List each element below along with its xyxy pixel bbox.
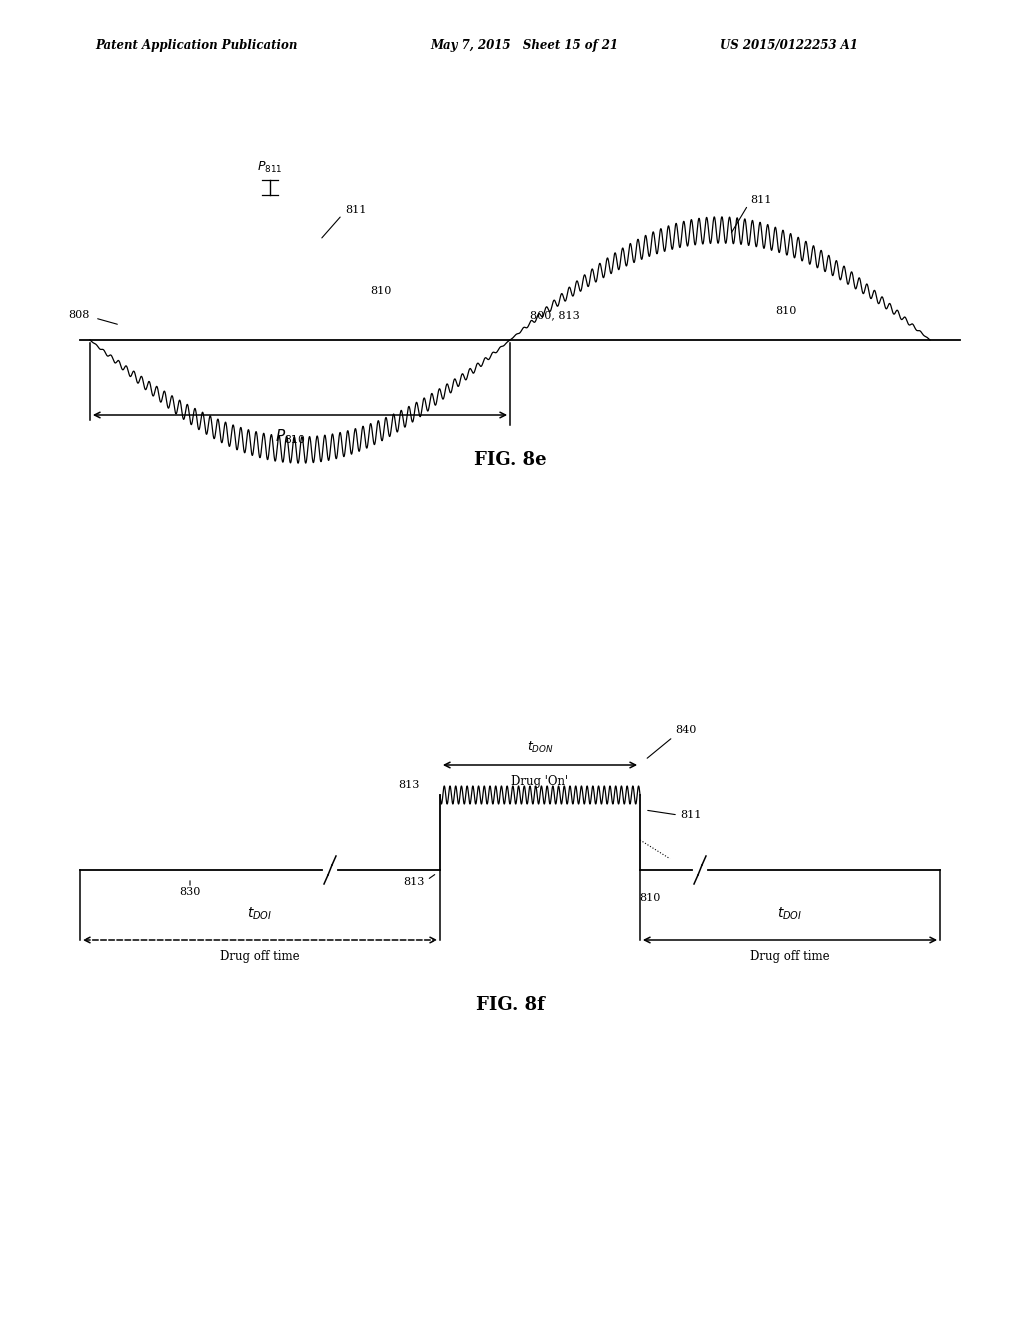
Text: $P_{811}$: $P_{811}$	[257, 160, 282, 176]
Text: 840: 840	[675, 725, 696, 735]
Text: Patent Application Publication: Patent Application Publication	[95, 38, 298, 51]
Text: $t_{DON}$: $t_{DON}$	[526, 741, 553, 755]
Text: US 2015/0122253 A1: US 2015/0122253 A1	[719, 38, 857, 51]
Text: 811: 811	[749, 195, 770, 205]
Text: 830: 830	[179, 887, 201, 898]
Text: 811: 811	[344, 205, 366, 215]
Text: FIG. 8f: FIG. 8f	[475, 997, 544, 1014]
Text: 813: 813	[398, 780, 420, 789]
Text: 811: 811	[680, 810, 701, 820]
Text: Drug off time: Drug off time	[749, 950, 829, 964]
Text: Drug 'On': Drug 'On'	[511, 775, 568, 788]
Text: 810: 810	[370, 285, 391, 296]
Text: 810: 810	[639, 894, 660, 903]
Text: 810: 810	[774, 306, 796, 317]
Text: FIG. 8e: FIG. 8e	[473, 451, 546, 469]
Text: $P_{810}$: $P_{810}$	[274, 428, 305, 446]
Text: $t_{DOI}$: $t_{DOI}$	[776, 906, 802, 921]
Text: May 7, 2015   Sheet 15 of 21: May 7, 2015 Sheet 15 of 21	[430, 38, 618, 51]
Text: 800, 813: 800, 813	[530, 310, 579, 319]
Text: 813: 813	[404, 876, 425, 887]
Text: $t_{DOI}$: $t_{DOI}$	[248, 906, 272, 921]
Text: Drug off time: Drug off time	[220, 950, 300, 964]
Text: 808: 808	[68, 310, 90, 319]
